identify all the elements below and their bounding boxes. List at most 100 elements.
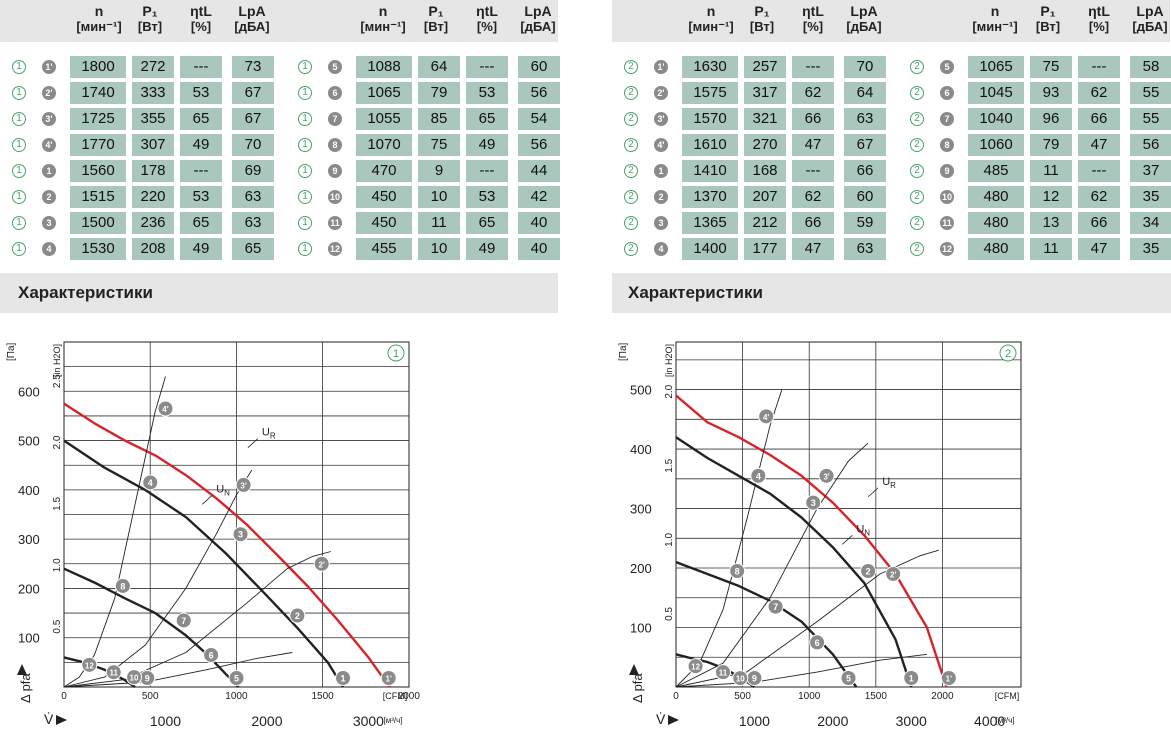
table-row: 2 9 485 11 --- 37 — [898, 160, 1171, 182]
table-row: 1 4 1530 208 49 65 — [0, 238, 280, 260]
cell-sound-level: 65 — [232, 238, 274, 260]
cell-efficiency: 65 — [180, 108, 222, 130]
cell-efficiency: 49 — [466, 134, 508, 156]
x-tick-label: 4000 — [974, 713, 1005, 729]
cell-speed: 1040 — [968, 108, 1024, 130]
cell-sound-level: 67 — [232, 108, 274, 130]
cell-power: 333 — [132, 82, 174, 104]
cell-efficiency: --- — [792, 160, 834, 182]
cell-power: 236 — [132, 212, 174, 234]
cell-sound-level: 55 — [1130, 82, 1171, 104]
operating-point-marker: 3 — [42, 216, 56, 230]
cell-speed: 480 — [968, 212, 1024, 234]
cell-speed: 1725 — [70, 108, 126, 130]
table-row: 1 2' 1740 333 53 67 — [0, 82, 280, 104]
cell-speed: 1575 — [682, 82, 738, 104]
cell-speed: 1630 — [682, 56, 738, 78]
x-axis-title: V̇ — [656, 711, 666, 727]
system-curve — [63, 652, 293, 688]
curve-marker: 1 — [12, 190, 26, 204]
col-header-n: n [мин⁻¹] — [972, 3, 1018, 35]
cell-sound-level: 66 — [844, 160, 886, 182]
x-tick-label: 2000 — [251, 713, 282, 729]
cell-efficiency: 53 — [466, 82, 508, 104]
operating-point-marker: 1 — [42, 164, 56, 178]
plot-frame — [675, 341, 1022, 688]
operating-point-marker: 2 — [42, 190, 56, 204]
y-tick-label: 100 — [630, 621, 652, 636]
operating-point — [903, 670, 920, 686]
x2-axis-unit: [CFM] — [383, 691, 408, 701]
operating-point-label: 11 — [109, 669, 118, 678]
cell-sound-level: 63 — [232, 212, 274, 234]
curve-marker: 2 — [624, 138, 638, 152]
operating-point-label: 5 — [234, 674, 239, 684]
operating-point-marker: 6 — [328, 86, 342, 100]
operating-point-label: 3 — [238, 530, 243, 540]
cell-speed: 1570 — [682, 108, 738, 130]
section-title-right: Характеристики — [628, 283, 763, 302]
operating-point — [840, 670, 857, 686]
cell-power: 96 — [1030, 108, 1072, 130]
table-row: 2 6 1045 93 62 55 — [898, 82, 1171, 104]
cell-speed: 1088 — [356, 56, 412, 78]
cell-speed: 1515 — [70, 186, 126, 208]
cell-efficiency: 66 — [1078, 108, 1120, 130]
y2-tick-label: 0.5 — [52, 619, 63, 633]
y-axis-arrow-icon — [17, 664, 27, 675]
cell-power: 64 — [418, 56, 460, 78]
curve-marker: 1 — [298, 190, 312, 204]
cfm-tick-label: 0 — [673, 691, 679, 702]
curve-label-leader — [201, 495, 213, 505]
cell-speed: 1770 — [70, 134, 126, 156]
cell-speed: 450 — [356, 186, 412, 208]
y2-tick-label: 2.5 — [52, 374, 63, 388]
operating-point — [105, 664, 122, 681]
operating-point-label: 1 — [341, 674, 346, 684]
operating-point — [758, 408, 775, 425]
operating-point-label: 1' — [386, 675, 392, 684]
cell-sound-level: 56 — [518, 82, 560, 104]
table-row: 1 2 1515 220 53 63 — [0, 186, 280, 208]
cell-sound-level: 67 — [844, 134, 886, 156]
operating-point-label: 1' — [946, 675, 952, 684]
table-row: 2 8 1060 79 47 56 — [898, 134, 1171, 156]
cell-efficiency: 66 — [1078, 212, 1120, 234]
table-row: 1 8 1070 75 49 56 — [286, 134, 566, 156]
cell-sound-level: 63 — [844, 108, 886, 130]
cfm-tick-label: 2000 — [931, 691, 954, 702]
cell-speed: 480 — [968, 186, 1024, 208]
cell-sound-level: 44 — [518, 160, 560, 182]
operating-point-label: 2' — [319, 560, 325, 569]
cell-power: 272 — [132, 56, 174, 78]
curve-label-leader — [867, 487, 879, 498]
col-header-lpa: LpA [дБА] — [234, 3, 270, 35]
operating-point-label: 8 — [120, 581, 125, 591]
cell-power: 13 — [1030, 212, 1072, 234]
y2-tick-label: 1.0 — [664, 532, 675, 546]
operating-point-marker: 2' — [42, 86, 56, 100]
operating-point — [142, 474, 159, 491]
operating-point-marker: 7 — [940, 112, 954, 126]
cfm-tick-label: 1500 — [311, 691, 334, 702]
operating-point — [175, 612, 192, 629]
curve-marker: 2 — [910, 138, 924, 152]
cell-sound-level: 60 — [844, 186, 886, 208]
operating-point-marker: 10 — [328, 190, 342, 204]
curve-marker: 1 — [12, 60, 26, 74]
fan-curve — [63, 567, 240, 688]
operating-point — [313, 555, 330, 572]
table-row: 2 4' 1610 270 47 67 — [612, 134, 892, 156]
table-row: 2 11 480 13 66 34 — [898, 212, 1171, 234]
table-row: 1 7 1055 85 65 54 — [286, 108, 566, 130]
operating-point — [940, 670, 957, 686]
cell-speed: 1060 — [968, 134, 1024, 156]
operating-point — [729, 563, 746, 580]
cell-efficiency: 66 — [792, 108, 834, 130]
cfm-tick-label: 2000 — [398, 691, 420, 702]
cell-speed: 1055 — [356, 108, 412, 130]
operating-point — [289, 607, 306, 624]
y2-tick-label: 1.5 — [52, 497, 63, 511]
cell-power: 85 — [418, 108, 460, 130]
cfm-tick-label: 1000 — [225, 691, 248, 702]
